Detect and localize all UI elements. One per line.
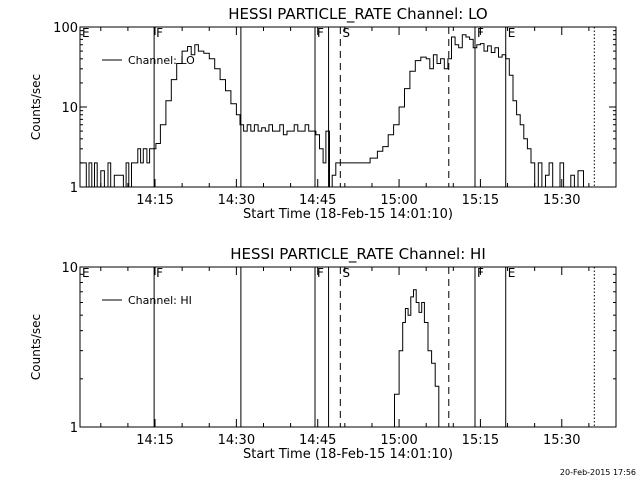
- event-marker-label: S: [342, 26, 350, 40]
- x-tick-label: 14:15: [136, 433, 173, 448]
- x-tick-label: 14:45: [299, 433, 336, 448]
- event-marker-label: S: [342, 266, 350, 280]
- plot-frame: [79, 266, 617, 428]
- event-marker-label: F: [317, 266, 324, 280]
- x-axis-label: Start Time (18-Feb-15 14:01:10): [243, 207, 453, 222]
- x-tick-label: 15:15: [462, 433, 499, 448]
- series-line: [80, 34, 589, 188]
- y-tick-label: 1: [70, 421, 78, 436]
- x-tick-label: 14:15: [136, 193, 173, 208]
- timestamp: 20-Feb-2015 17:56: [560, 468, 636, 477]
- x-tick-label: 14:30: [218, 433, 255, 448]
- y-axis-label: Counts/sec: [29, 74, 43, 140]
- y-tick-label: 100: [53, 21, 78, 36]
- event-marker-label: F: [156, 266, 163, 280]
- event-marker-label: F: [477, 26, 484, 40]
- x-tick-label: 15:00: [380, 193, 417, 208]
- chart-panel-hi: HESSI PARTICLE_RATE Channel: HI 1 10 14:15 1…: [29, 245, 617, 462]
- event-marker-label: E: [82, 26, 90, 40]
- x-tick-label: 15:15: [462, 193, 499, 208]
- x-axis-label: Start Time (18-Feb-15 14:01:10): [243, 447, 453, 462]
- y-tick-label: 10: [61, 101, 78, 116]
- chart-title: HESSI PARTICLE_RATE Channel: LO: [228, 5, 487, 24]
- x-tick-label: 14:30: [218, 193, 255, 208]
- chart-panel-lo: HESSI PARTICLE_RATE Channel: LO 1 10 100 14:…: [29, 5, 617, 222]
- x-tick-label: 15:00: [380, 433, 417, 448]
- y-tick-label: 1: [70, 181, 78, 196]
- x-tick-label: 14:45: [299, 193, 336, 208]
- y-axis-label: Counts/sec: [29, 314, 43, 380]
- event-marker-label: E: [508, 26, 516, 40]
- x-tick-label: 15:30: [543, 433, 580, 448]
- event-marker-label: F: [317, 26, 324, 40]
- legend-label: Channel: LO: [128, 54, 195, 67]
- event-marker-label: F: [477, 266, 484, 280]
- series-line: [390, 289, 440, 428]
- legend-label: Channel: HI: [128, 294, 192, 307]
- event-marker-label: E: [82, 266, 90, 280]
- chart-title: HESSI PARTICLE_RATE Channel: HI: [230, 245, 486, 264]
- event-marker-label: E: [508, 266, 516, 280]
- event-marker-label: F: [156, 26, 163, 40]
- y-tick-label: 10: [61, 261, 78, 276]
- x-tick-label: 15:30: [543, 193, 580, 208]
